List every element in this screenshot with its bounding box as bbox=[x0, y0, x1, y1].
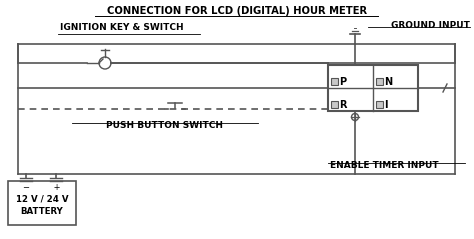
Text: IGNITION KEY & SWITCH: IGNITION KEY & SWITCH bbox=[60, 23, 183, 32]
Text: CONNECTION FOR LCD (DIGITAL) HOUR METER: CONNECTION FOR LCD (DIGITAL) HOUR METER bbox=[107, 6, 367, 16]
Bar bbox=[331, 101, 338, 108]
Bar bbox=[376, 78, 383, 85]
Bar bbox=[331, 78, 338, 85]
Text: I: I bbox=[384, 99, 388, 109]
Text: R: R bbox=[339, 99, 346, 109]
Text: −         +: − + bbox=[23, 183, 61, 191]
Bar bbox=[8, 181, 76, 225]
Text: P: P bbox=[339, 76, 346, 87]
Text: PUSH BUTTON SWITCH: PUSH BUTTON SWITCH bbox=[107, 121, 224, 130]
Bar bbox=[376, 101, 383, 108]
Text: N: N bbox=[384, 76, 392, 87]
Text: ENABLE TIMER INPUT: ENABLE TIMER INPUT bbox=[330, 161, 438, 170]
Text: BATTERY: BATTERY bbox=[21, 206, 64, 216]
Text: 12 V / 24 V: 12 V / 24 V bbox=[16, 195, 68, 203]
Bar bbox=[328, 65, 418, 111]
Text: GROUND INPUT: GROUND INPUT bbox=[391, 21, 470, 30]
